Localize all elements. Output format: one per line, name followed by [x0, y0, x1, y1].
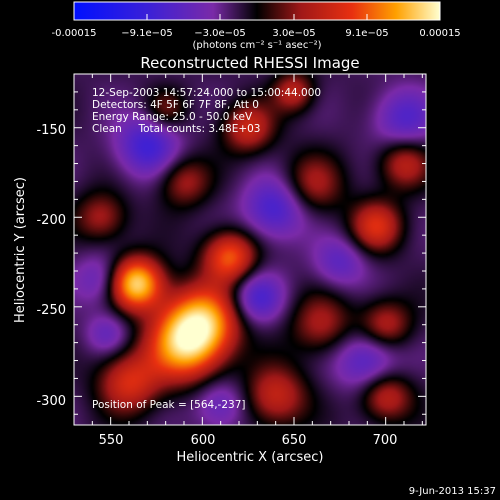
y-tick-label: -200: [36, 213, 66, 228]
colorbar-tick-label: −3.0e−05: [194, 28, 246, 39]
heatmap-image: [74, 74, 426, 425]
colorbar-tick-label: −9.1e−05: [121, 28, 173, 39]
colorbar-tick-label: 0.00015: [419, 28, 460, 39]
x-tick-label: 600: [191, 433, 216, 448]
x-tick-label: 550: [99, 433, 124, 448]
peak-position-label: Position of Peak = [564,-237]: [92, 399, 246, 411]
y-tick-label: -250: [36, 303, 66, 318]
annotation-time: 12-Sep-2003 14:57:24.000 to 15:00:44.000: [92, 87, 321, 99]
colorbar-gradient: [73, 1, 441, 21]
x-tick-label: 700: [373, 433, 398, 448]
annotation-energy: Energy Range: 25.0 - 50.0 keV: [92, 111, 253, 123]
colorbar-ticks: [73, 14, 441, 20]
x-tick-label: 650: [282, 433, 307, 448]
y-tick-label: -300: [36, 394, 66, 409]
colorbar-tick-label: 3.0e−05: [272, 28, 315, 39]
chart-title: Reconstructed RHESSI Image: [140, 54, 359, 72]
colorbar-unit-label: (photons cm⁻² s⁻¹ asec⁻²): [192, 40, 321, 51]
y-axis-label: Heliocentric Y (arcsec): [13, 177, 28, 323]
annotation-detectors: Detectors: 4F 5F 6F 7F 8F, Att 0: [92, 99, 259, 111]
y-tick-label: -150: [36, 123, 66, 138]
annotation-counts: Clean Total counts: 3.48E+03: [92, 123, 261, 135]
axis-ticks: [74, 73, 426, 425]
plot-frame: [73, 73, 427, 426]
colorbar-tick-label: -0.00015: [52, 28, 97, 39]
colorbar-tick-label: 9.1e−05: [345, 28, 388, 39]
colorbar: -0.00015 −9.1e−05 −3.0e−05 3.0e−05 9.1e−…: [52, 1, 461, 51]
footer-date: 9-Jun-2013 15:37: [409, 486, 496, 497]
x-axis-label: Heliocentric X (arcsec): [177, 450, 324, 465]
